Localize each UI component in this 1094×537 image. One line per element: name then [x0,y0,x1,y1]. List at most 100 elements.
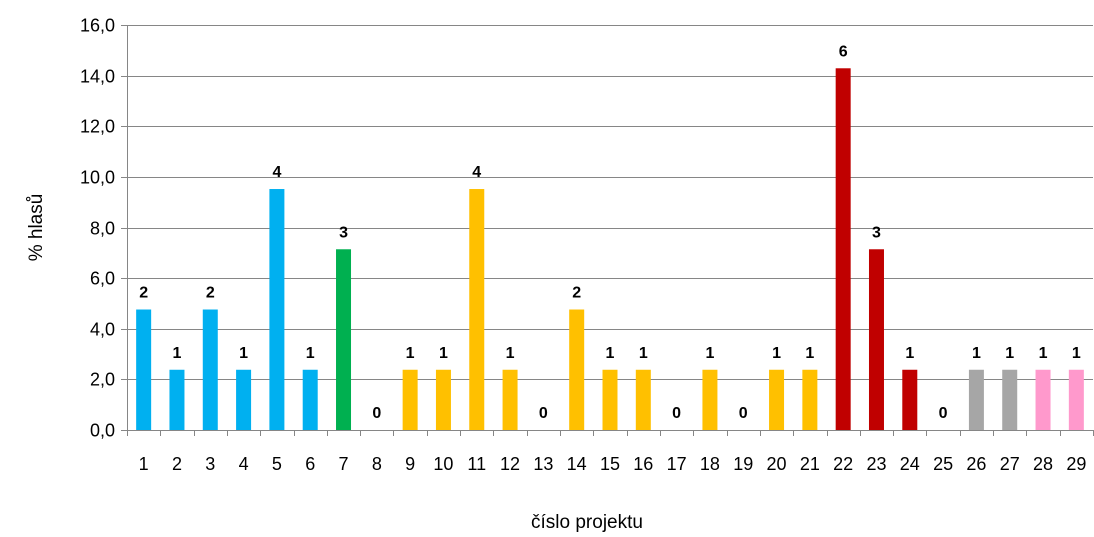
x-tick-label: 13 [533,454,553,474]
bar [635,369,651,430]
bar [1068,369,1084,430]
data-label: 1 [1005,345,1014,362]
gridlines [127,25,1093,380]
data-label: 1 [772,345,781,362]
data-label: 1 [1072,345,1081,362]
x-tick-label: 12 [500,454,520,474]
data-label: 1 [639,345,648,362]
data-label: 6 [839,43,848,60]
x-axis-title: číslo projektu [531,512,643,533]
data-label: 3 [339,224,348,241]
bar [402,369,418,430]
bar [202,309,218,430]
data-label: 0 [372,405,381,422]
data-label: 2 [206,285,215,302]
data-label: 1 [239,345,248,362]
y-tick-label: 16,0 [80,16,115,36]
bar [236,369,252,430]
data-label: 1 [905,345,914,362]
bar [1035,369,1051,430]
y-axis-title: % hlasů [26,194,47,262]
bar [569,309,585,430]
data-label: 2 [139,285,148,302]
x-tick-labels: 1 2 3 4 5 6 7 8 9 10 11 12 13 14 15 16 17 18 19 20 21 22 23 24 2… [139,430,1094,474]
x-tick-label: 21 [800,454,820,474]
bar [868,249,884,430]
x-tick-label: 27 [1000,454,1020,474]
bar [902,369,918,430]
y-tick-label: 12,0 [80,117,115,137]
x-tick-label: 2 [172,454,182,474]
x-tick-label: 22 [833,454,853,474]
data-label: 0 [672,405,681,422]
bar [602,369,618,430]
y-tick-labels: 0,0 2,0 4,0 6,0 8,0 10,0 12,0 14,0 16,0 [80,16,127,441]
y-tick-label: 8,0 [90,219,115,239]
x-tick-label: 23 [866,454,886,474]
bar [469,189,485,430]
x-tick-label: 10 [433,454,453,474]
x-tick-label: 5 [272,454,282,474]
data-label: 3 [872,224,881,241]
x-tick-label: 18 [700,454,720,474]
x-tick-label: 8 [372,454,382,474]
data-label: 2 [572,285,581,302]
data-label: 1 [972,345,981,362]
x-tick-label: 7 [339,454,349,474]
bar [435,369,451,430]
bar [269,189,285,430]
data-label: 1 [439,345,448,362]
y-tick-label: 4,0 [90,320,115,340]
data-label: 1 [606,345,615,362]
bar [835,68,851,431]
x-tick-label: 25 [933,454,953,474]
data-label: 1 [506,345,515,362]
y-tick-label: 2,0 [90,370,115,390]
y-tick-label: 6,0 [90,269,115,289]
x-tick-label: 4 [239,454,249,474]
y-tick-label: 14,0 [80,67,115,87]
y-tick-label: 0,0 [90,421,115,441]
data-label: 0 [539,405,548,422]
bar [136,309,152,430]
x-tick-label: 11 [467,454,486,474]
data-label: 1 [173,345,182,362]
data-label: 0 [739,405,748,422]
x-tick-label: 19 [733,454,753,474]
x-tick-label: 26 [966,454,986,474]
data-labels: 2 1 2 1 4 1 3 0 1 1 4 1 0 2 1 1 0 1 0 1 1 6 3 1 0 1 1 1 1 [139,43,1081,422]
data-label: 1 [805,345,814,362]
bar [502,369,518,430]
bar [968,369,984,430]
x-tick-label: 15 [600,454,620,474]
x-tick-label: 9 [405,454,415,474]
x-tick-label: 29 [1066,454,1086,474]
data-label: 4 [272,164,281,181]
x-tick-label: 28 [1033,454,1053,474]
x-tick-label: 1 [139,454,149,474]
x-tick-label: 6 [305,454,315,474]
x-tick-label: 17 [667,454,687,474]
data-label: 1 [406,345,415,362]
bar [336,249,352,430]
data-label: 1 [705,345,714,362]
x-tick-label: 20 [767,454,787,474]
axes [127,25,1093,436]
bars [136,68,1084,431]
data-label: 4 [472,164,481,181]
bar [1002,369,1018,430]
x-tick-label: 14 [567,454,587,474]
data-label: 1 [1039,345,1048,362]
bar [702,369,718,430]
data-label: 0 [939,405,948,422]
bar [769,369,785,430]
x-tick-label: 3 [205,454,215,474]
x-tick-label: 24 [900,454,920,474]
bar [169,369,185,430]
bar [802,369,818,430]
bar [302,369,318,430]
y-tick-label: 10,0 [80,168,115,188]
data-label: 1 [306,345,315,362]
x-tick-label: 16 [633,454,653,474]
